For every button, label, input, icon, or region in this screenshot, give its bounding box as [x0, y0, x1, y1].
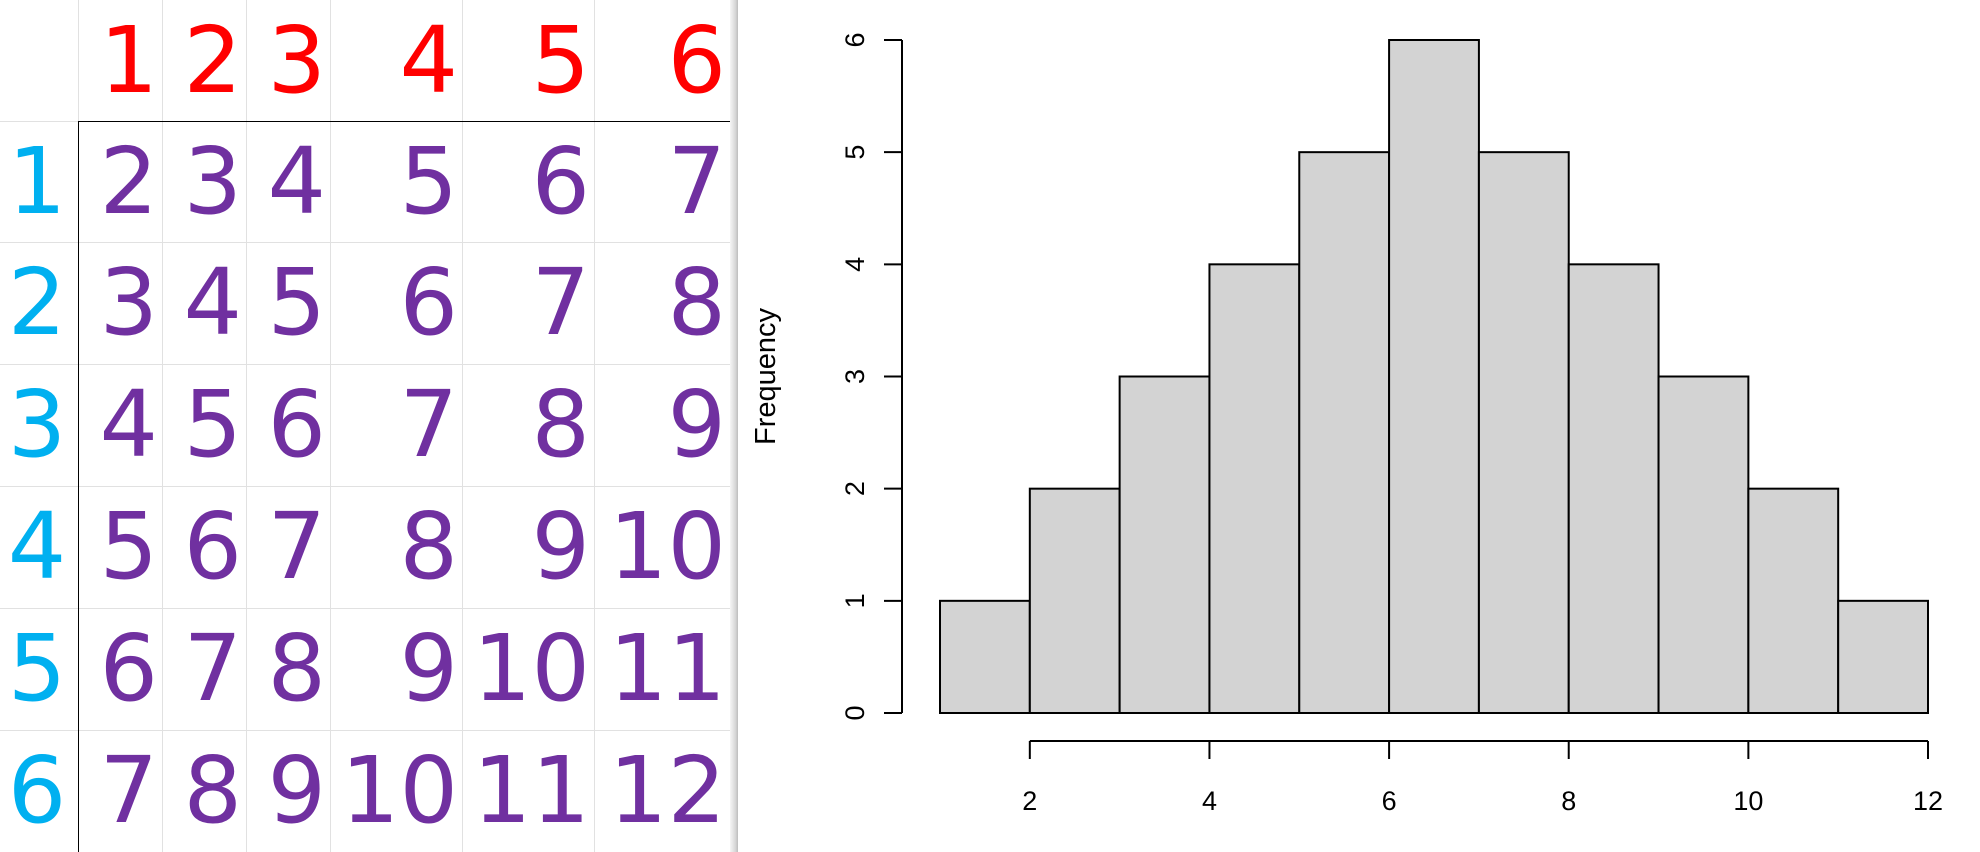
- y-tick-label: 5: [840, 145, 870, 160]
- column-header: 1: [99, 6, 158, 114]
- column-header: 4: [399, 6, 458, 114]
- row-header: 6: [7, 737, 67, 844]
- y-tick-label: 0: [840, 705, 870, 720]
- histogram-bar: [1657, 375, 1750, 714]
- table-cell: 9: [667, 371, 726, 478]
- table-frame-line: [78, 121, 730, 122]
- table-cell: 7: [399, 371, 458, 478]
- row-header: 5: [7, 615, 67, 722]
- table-cell: 10: [340, 737, 458, 844]
- table-cell: 8: [183, 737, 242, 844]
- column-header: 5: [531, 6, 590, 114]
- table-cell: 7: [531, 249, 590, 356]
- x-tick-label: 10: [1733, 786, 1763, 816]
- histogram-bar: [1477, 151, 1570, 714]
- column-header: 3: [267, 6, 326, 114]
- y-tick-label: 2: [840, 481, 870, 496]
- table-cell: 5: [399, 127, 458, 235]
- x-axis: 2 4 6 8 10 12: [1022, 740, 1943, 816]
- table-cell: 7: [183, 615, 242, 722]
- table-cell: 4: [183, 249, 242, 356]
- table-cell: 10: [472, 615, 590, 722]
- row-header: 2: [7, 249, 67, 356]
- x-tick-label: 6: [1382, 786, 1397, 816]
- table-cell: 7: [667, 127, 726, 235]
- table-cell: 8: [667, 249, 726, 356]
- table-cell: 10: [608, 493, 726, 600]
- table-cell: 4: [267, 127, 326, 235]
- x-tick-label: 8: [1561, 786, 1576, 816]
- grid-line: [594, 0, 595, 852]
- table-cell: 12: [608, 737, 726, 844]
- grid-line: [0, 486, 730, 487]
- column-header: 6: [667, 6, 726, 114]
- row-header: 4: [7, 493, 67, 600]
- grid-line: [0, 242, 730, 243]
- histogram-bar: [1028, 487, 1121, 714]
- table-cell: 11: [608, 615, 726, 722]
- table-frame-line: [78, 121, 79, 852]
- grid-line: [0, 730, 730, 731]
- grid-line: [462, 0, 463, 852]
- grid-line: [162, 0, 163, 852]
- table-cell: 4: [99, 371, 158, 478]
- y-tick-label: 3: [840, 369, 870, 384]
- table-cell: 6: [183, 493, 242, 600]
- table-cell: 3: [183, 127, 242, 235]
- sum-table: 1 2 3 4 5 6 1 2 3 4 5 6 2 3 4 5 6 7 3 4 5 6 7 8 4 5 6 7 8 9 5 6 7 8 9 10 6 7 8…: [0, 0, 733, 852]
- grid-line: [330, 0, 331, 852]
- table-cell: 8: [267, 615, 326, 722]
- histogram-bar: [1208, 263, 1301, 714]
- table-cell: 5: [267, 249, 326, 356]
- table-cell: 8: [531, 371, 590, 478]
- x-tick-label: 4: [1202, 786, 1217, 816]
- histogram-bar: [1747, 487, 1840, 714]
- row-header: 3: [7, 371, 67, 478]
- table-cell: 7: [99, 737, 158, 844]
- table-cell: 3: [99, 249, 158, 356]
- table-cell: 8: [399, 493, 458, 600]
- table-cell: 2: [99, 127, 158, 235]
- row-header: 1: [7, 127, 67, 235]
- table-cell: 6: [399, 249, 458, 356]
- grid-line: [246, 0, 247, 852]
- table-cell: 5: [99, 493, 158, 600]
- table-cell: 6: [99, 615, 158, 722]
- table-cell: 7: [267, 493, 326, 600]
- x-tick-label: 12: [1913, 786, 1943, 816]
- grid-line: [0, 364, 730, 365]
- grid-line: [0, 608, 730, 609]
- histogram-bar: [1567, 263, 1660, 714]
- panel-divider: [730, 0, 738, 852]
- y-axis: 0 1 2 3 4 5 6: [840, 32, 903, 721]
- histogram-bar: [1837, 599, 1929, 714]
- table-cell: 5: [183, 371, 242, 478]
- column-header: 2: [183, 6, 242, 114]
- y-tick-label: 4: [840, 257, 870, 272]
- histogram-bar: [1298, 151, 1391, 714]
- y-tick-label: 1: [840, 593, 870, 608]
- histogram-bar: [1388, 39, 1480, 714]
- table-cell: 11: [472, 737, 590, 844]
- histogram-bar: [1118, 375, 1211, 714]
- histogram-bar: [939, 599, 1031, 714]
- y-axis-title: Frequency: [750, 307, 782, 445]
- table-cell: 6: [267, 371, 326, 478]
- table-cell: 9: [267, 737, 326, 844]
- table-cell: 9: [399, 615, 458, 722]
- table-cell: 6: [531, 127, 590, 235]
- table-cell: 9: [531, 493, 590, 600]
- histogram-bars: [939, 39, 1929, 714]
- x-tick-label: 2: [1022, 786, 1037, 816]
- y-tick-label: 6: [840, 32, 870, 47]
